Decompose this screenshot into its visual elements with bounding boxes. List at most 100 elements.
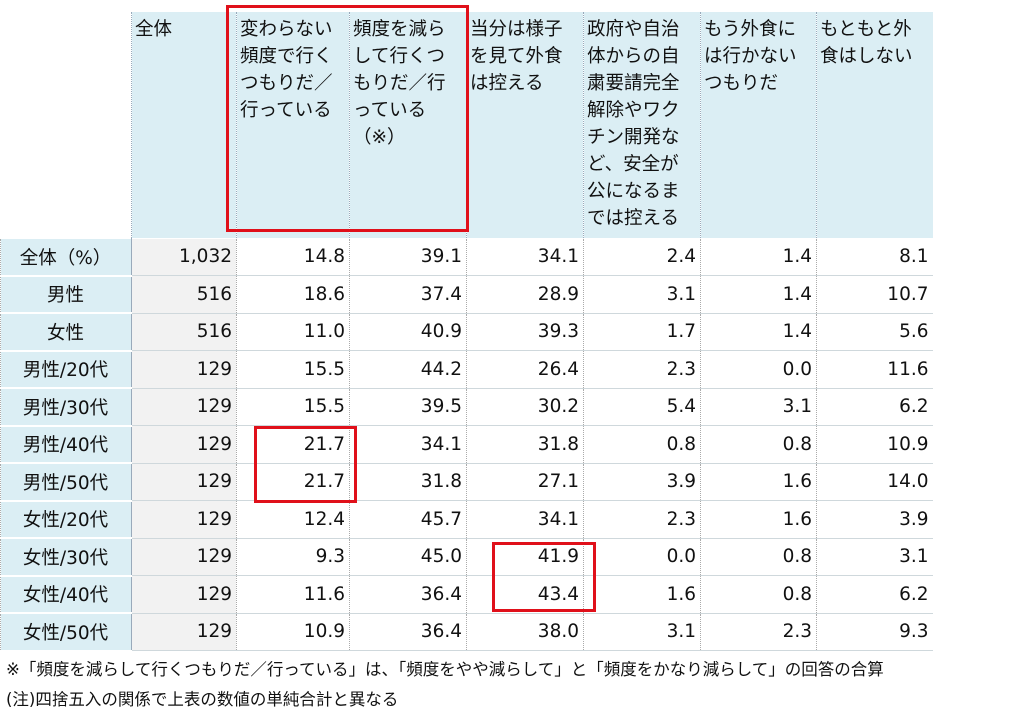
value-cell: 1.6 (583, 575, 701, 614)
data-row: 男性/50代 129 21.7 31.8 27.1 3.9 1.6 14.0 (0, 462, 933, 502)
header-cell: 変わらない頻度で行くつもりだ／行っている (236, 12, 350, 238)
header-cell: 全体 (131, 12, 237, 238)
value-cell: 30.2 (466, 387, 584, 426)
header-cell: もともと外食はしない (816, 12, 933, 238)
value-cell: 129 (131, 462, 237, 501)
value-cell: 34.1 (466, 500, 584, 539)
data-row: 女性 516 11.0 40.9 39.3 1.7 1.4 5.6 (0, 312, 933, 352)
value-cell: 18.6 (236, 275, 350, 314)
value-cell: 39.5 (349, 387, 467, 426)
value-cell: 1.6 (700, 462, 817, 501)
data-row: 女性/30代 129 9.3 45.0 41.9 0.0 0.8 3.1 (0, 537, 933, 577)
row-label: 男性 (0, 275, 132, 314)
value-cell: 34.1 (349, 425, 467, 464)
footnote: ※「頻度を減らして行くつもりだ／行っている」は、「頻度をやや減らして」と「頻度を… (6, 660, 884, 679)
value-cell: 3.1 (583, 612, 701, 651)
value-cell: 5.4 (583, 387, 701, 426)
value-cell: 45.0 (349, 537, 467, 576)
data-row: 女性/20代 129 12.4 45.7 34.1 2.3 1.6 3.9 (0, 500, 933, 539)
value-cell: 3.1 (816, 537, 933, 576)
value-cell: 516 (131, 312, 237, 351)
value-cell: 44.2 (349, 350, 467, 389)
value-cell: 3.9 (583, 462, 701, 501)
value-cell: 1.4 (700, 275, 817, 314)
value-cell: 11.6 (236, 575, 350, 614)
value-cell: 6.2 (816, 387, 933, 426)
value-cell: 9.3 (816, 612, 933, 651)
header-cell: もう外食には行かないつもりだ (700, 12, 817, 238)
row-label: 全体（%） (0, 237, 132, 277)
value-cell: 0.8 (700, 425, 817, 464)
value-cell: 129 (131, 537, 237, 576)
value-cell: 31.8 (466, 425, 584, 464)
row-label: 男性/50代 (0, 462, 132, 502)
value-cell: 3.1 (583, 275, 701, 314)
data-row: 男性/20代 129 15.5 44.2 26.4 2.3 0.0 11.6 (0, 350, 933, 389)
value-cell: 0.8 (700, 575, 817, 614)
value-cell: 0.0 (700, 350, 817, 389)
value-cell: 37.4 (349, 275, 467, 314)
data-row: 男性/30代 129 15.5 39.5 30.2 5.4 3.1 6.2 (0, 387, 933, 427)
value-cell: 3.9 (816, 500, 933, 539)
highlight-box (254, 426, 357, 503)
value-cell: 14.8 (236, 237, 350, 276)
value-cell: 10.9 (236, 612, 350, 651)
value-cell: 129 (131, 500, 237, 539)
data-row: 全体（%） 1,032 14.8 39.1 34.1 2.4 1.4 8.1 (0, 237, 933, 277)
value-cell: 1,032 (131, 237, 237, 276)
value-cell: 15.5 (236, 350, 350, 389)
value-cell: 14.0 (816, 462, 933, 501)
value-cell: 34.1 (466, 237, 584, 276)
value-cell: 129 (131, 350, 237, 389)
value-cell: 1.7 (583, 312, 701, 351)
header-cell: 政府や自治体からの自粛要請完全解除やワクチン開発など、安全が公になるまでは控える (583, 12, 701, 238)
highlight-box (226, 5, 469, 232)
value-cell: 39.3 (466, 312, 584, 351)
value-cell: 6.2 (816, 575, 933, 614)
value-cell: 9.3 (236, 537, 350, 576)
value-cell: 3.1 (700, 387, 817, 426)
value-cell: 39.1 (349, 237, 467, 276)
value-cell: 27.1 (466, 462, 584, 501)
value-cell: 31.8 (349, 462, 467, 501)
value-cell: 1.6 (700, 500, 817, 539)
value-cell: 43.4 (466, 575, 584, 614)
data-table: 全体 変わらない頻度で行くつもりだ／行っている 頻度を減らして行くつもりだ／行ってい… (0, 12, 933, 652)
value-cell: 12.4 (236, 500, 350, 539)
value-cell: 2.3 (583, 500, 701, 539)
row-label: 女性/40代 (0, 575, 132, 614)
row-label: 男性/30代 (0, 387, 132, 427)
value-cell: 129 (131, 612, 237, 651)
value-cell: 36.4 (349, 612, 467, 651)
value-cell: 10.9 (816, 425, 933, 464)
data-row: 女性/50代 129 10.9 36.4 38.0 3.1 2.3 9.3 (0, 612, 933, 652)
value-cell: 38.0 (466, 612, 584, 651)
value-cell: 0.8 (583, 425, 701, 464)
value-cell: 129 (131, 425, 237, 464)
value-cell: 1.4 (700, 312, 817, 351)
value-cell: 10.7 (816, 275, 933, 314)
value-cell: 5.6 (816, 312, 933, 351)
value-cell: 516 (131, 275, 237, 314)
header-cell: 当分は様子を見て外食は控える (466, 12, 584, 238)
value-cell: 15.5 (236, 387, 350, 426)
row-label: 女性/50代 (0, 612, 132, 652)
value-cell: 28.9 (466, 275, 584, 314)
value-cell: 1.4 (700, 237, 817, 276)
value-cell: 11.0 (236, 312, 350, 351)
corner-cell (0, 12, 132, 238)
highlight-box (492, 542, 596, 612)
row-label: 男性/20代 (0, 350, 132, 389)
value-cell: 129 (131, 575, 237, 614)
footnote: (注)四捨五入の関係で上表の数値の単純合計と異なる (6, 690, 399, 709)
value-cell: 40.9 (349, 312, 467, 351)
value-cell: 26.4 (466, 350, 584, 389)
header-cell: 頻度を減らして行くつもりだ／行っている（※） (349, 12, 467, 238)
data-row: 男性 516 18.6 37.4 28.9 3.1 1.4 10.7 (0, 275, 933, 314)
row-label: 女性/30代 (0, 537, 132, 577)
data-row: 女性/40代 129 11.6 36.4 43.4 1.6 0.8 6.2 (0, 575, 933, 614)
value-cell: 2.3 (700, 612, 817, 651)
value-cell: 45.7 (349, 500, 467, 539)
value-cell: 2.3 (583, 350, 701, 389)
